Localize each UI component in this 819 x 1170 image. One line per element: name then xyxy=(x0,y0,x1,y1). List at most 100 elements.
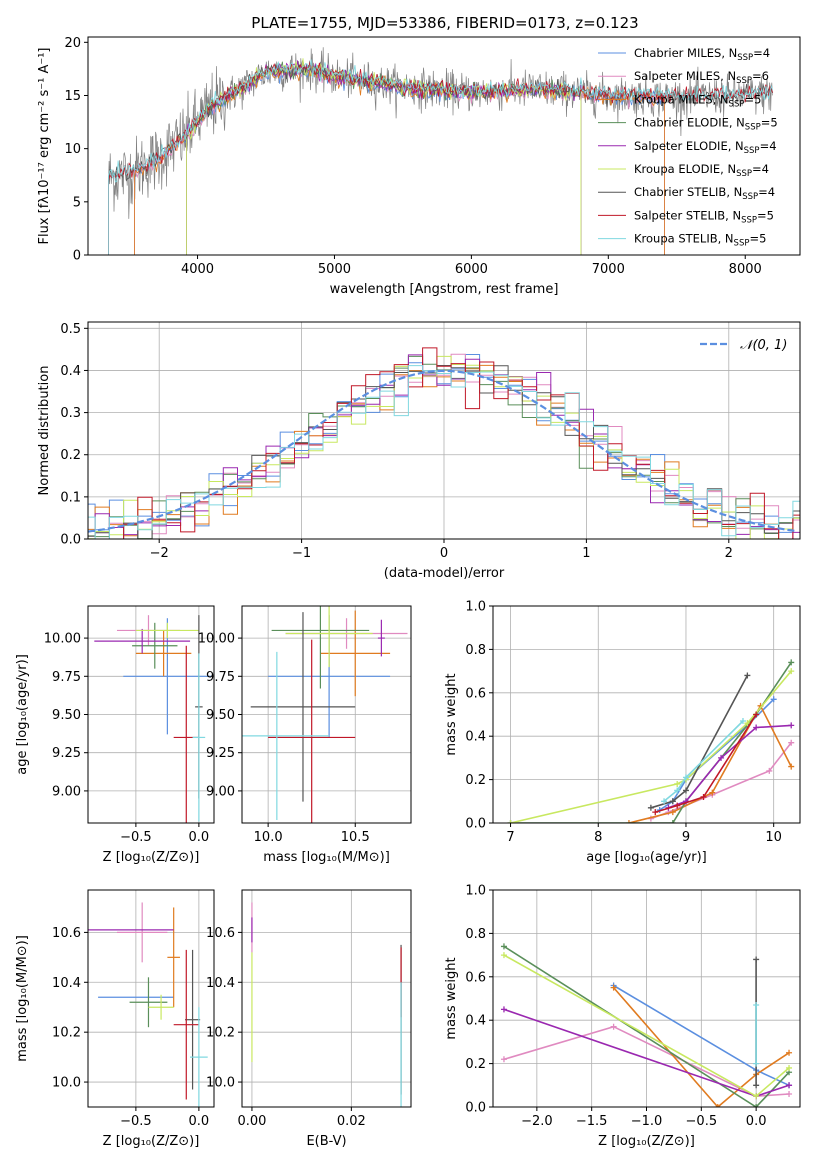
legend-entry: 𝒩(0, 1) xyxy=(740,338,787,353)
series-marker-salp_miles xyxy=(610,1023,617,1030)
x-tick-label: −2.0 xyxy=(521,1114,553,1129)
series-marker-salp_stelib xyxy=(652,809,659,816)
x-axis-label: Z [log₁₀(Z/Z⊙)] xyxy=(103,1134,200,1149)
legend-entry: Chabrier ELODIE, NSSP=5 xyxy=(634,116,778,133)
x-tick-label: 8000 xyxy=(729,262,762,277)
legend-sub: SSP xyxy=(734,239,750,249)
series-marker-salp_miles xyxy=(500,1056,507,1063)
y-tick-label: 10.4 xyxy=(206,976,235,991)
x-tick-label: 6000 xyxy=(455,262,488,277)
x-tick-label: −1 xyxy=(292,546,311,561)
x-tick-label: 0.0 xyxy=(189,830,210,845)
y-tick-label: 0.0 xyxy=(465,1101,486,1116)
series-marker-krou_stelib xyxy=(674,787,681,794)
y-tick-label: 0.0 xyxy=(60,533,81,548)
errorbar-points xyxy=(251,902,402,1107)
legend-entry: Chabrier MILES, NSSP=4 xyxy=(634,46,770,63)
legend-suffix: =4 xyxy=(760,139,777,153)
series-line-krou_miles xyxy=(612,987,790,1107)
x-tick-label: −0.5 xyxy=(686,1114,718,1129)
x-axis-label: wavelength [Angstrom, rest frame] xyxy=(330,282,559,297)
legend-entry: Salpeter STELIB, NSSP=5 xyxy=(634,208,774,225)
legend-sub: SSP xyxy=(729,99,745,109)
legend-suffix: =4 xyxy=(758,185,775,199)
y-tick-label: 0.4 xyxy=(60,364,81,379)
mass-weight-vs-metallicity-panel: −2.0 −1.5 −1.0 −0.5 0.0 0.0 0.2 0.4 0.6 0.8 1.0 Z [… xyxy=(444,884,801,1149)
legend-entry: Kroupa ELODIE, NSSP=4 xyxy=(634,162,769,179)
x-tick-label: 7 xyxy=(506,830,514,845)
residual-histograms xyxy=(88,347,800,539)
y-tick-label: 10.6 xyxy=(52,926,81,941)
normal-curve-line xyxy=(88,369,798,533)
y-tick-label: 9.50 xyxy=(52,708,81,723)
x-tick-label: 10 xyxy=(765,830,782,845)
series-marker-salp_elodie xyxy=(500,1006,507,1013)
series-line-chab_stelib xyxy=(650,675,749,809)
y-tick-label: 9.50 xyxy=(206,708,235,723)
figure-title: PLATE=1755, MJD=53386, FIBERID=0173, z=0… xyxy=(251,14,638,32)
series-marker-krou_miles xyxy=(625,820,632,823)
series-marker-krou_stelib xyxy=(682,774,689,781)
series-marker-chab_miles xyxy=(770,696,777,703)
y-axis-label: Flux [fλ10⁻¹⁷ erg cm⁻² s⁻¹ A⁻¹] xyxy=(37,48,52,245)
y-tick-label: 20 xyxy=(64,36,81,51)
y-tick-label: 9.00 xyxy=(52,784,81,799)
series-marker-chab_elodie xyxy=(753,1104,760,1107)
y-tick-label: 1.0 xyxy=(465,884,486,899)
x-tick-label: −1.0 xyxy=(631,1114,663,1129)
histogram-krou_stelib xyxy=(88,365,800,539)
x-tick-label: 4000 xyxy=(181,262,214,277)
y-axis-label: age [log₁₀(age/yr)] xyxy=(15,654,30,775)
legend-entry: Kroupa STELIB, NSSP=5 xyxy=(634,232,766,249)
legend-sub: SSP xyxy=(736,169,752,179)
errorbar-points xyxy=(88,902,208,1107)
x-tick-label: 2 xyxy=(725,546,733,561)
y-tick-label: 9.75 xyxy=(52,670,81,685)
series-line-chab_elodie xyxy=(503,945,790,1107)
series-marker-krou_miles xyxy=(610,984,617,991)
series-line-krou_stelib xyxy=(663,720,744,802)
legend-entry: Kroupa MILES, NSSP=5 xyxy=(634,92,761,109)
series-marker-chab_stelib xyxy=(682,787,689,794)
series-marker-salp_stelib xyxy=(753,711,760,718)
y-tick-label: 0.2 xyxy=(465,773,486,788)
legend-sub: SSP xyxy=(741,215,757,225)
series-marker-krou_elodie xyxy=(788,668,795,675)
x-axis-label: age [log₁₀(age/yr)] xyxy=(586,850,707,865)
legend-label: Salpeter STELIB, N xyxy=(634,208,741,222)
y-tick-label: 10.0 xyxy=(206,1076,235,1091)
x-tick-label: 0.0 xyxy=(189,1114,210,1129)
x-tick-label: −0.5 xyxy=(120,830,152,845)
y-tick-label: 0.1 xyxy=(60,490,81,505)
mass-weight-vs-age-panel: 7 8 9 10 0.0 0.2 0.4 0.6 0.8 1.0 age [log₁₀(age/yr… xyxy=(444,600,801,865)
histogram-krou_miles xyxy=(88,364,800,539)
y-tick-label: 10.4 xyxy=(52,976,81,991)
y-tick-label: 10.0 xyxy=(52,1076,81,1091)
x-tick-label: −1.5 xyxy=(576,1114,608,1129)
y-tick-label: 10 xyxy=(64,142,81,157)
series-line-salp_stelib xyxy=(655,714,757,813)
legend-label: Chabrier MILES, N xyxy=(634,46,737,60)
series-marker-salp_miles xyxy=(786,1090,793,1097)
y-tick-label: 0.5 xyxy=(60,322,81,337)
legend-sub: SSP xyxy=(742,192,758,202)
y-axis-label: mass [log₁₀(M/M⊙)] xyxy=(15,935,30,1062)
y-tick-label: 0.8 xyxy=(465,643,486,658)
x-tick-label: 0.02 xyxy=(337,1114,366,1129)
y-tick-label: 10.00 xyxy=(198,632,235,647)
legend-label: Salpeter MILES, N xyxy=(634,69,736,83)
x-tick-label: −2 xyxy=(150,546,169,561)
x-axis-label: mass [log₁₀(M/M⊙)] xyxy=(263,850,390,865)
mass-weight-lines xyxy=(500,943,793,1107)
x-tick-label: 0.00 xyxy=(237,1114,266,1129)
histogram-chab_stelib xyxy=(88,365,800,539)
axes-frame xyxy=(241,889,412,1108)
y-tick-label: 0.4 xyxy=(465,730,486,745)
y-tick-label: 0.4 xyxy=(465,1014,486,1029)
series-marker-krou_elodie xyxy=(674,780,681,787)
series-marker-krou_miles xyxy=(788,763,795,770)
y-tick-label: 9.25 xyxy=(206,746,235,761)
legend-label: Chabrier ELODIE, N xyxy=(634,116,745,130)
legend-suffix: =4 xyxy=(752,162,769,176)
